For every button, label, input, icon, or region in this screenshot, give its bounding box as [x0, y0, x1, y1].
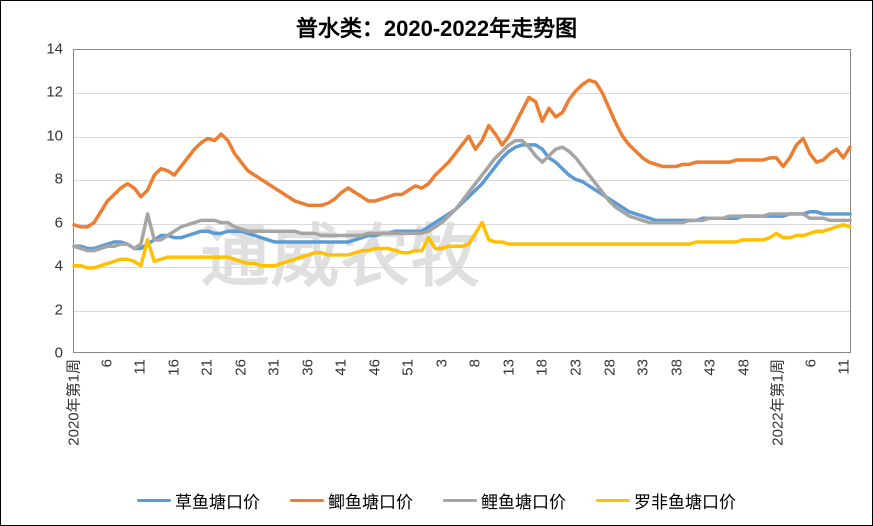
legend-label: 罗非鱼塘口价 — [634, 488, 736, 513]
legend-swatch — [137, 499, 171, 503]
legend-swatch — [596, 499, 630, 503]
xtick-label: 26 — [232, 359, 249, 376]
xtick-label: 28 — [601, 359, 618, 376]
xtick-label: 18 — [534, 359, 551, 376]
series-line — [74, 223, 850, 268]
xtick-label: 38 — [668, 359, 685, 376]
legend-label: 鲤鱼塘口价 — [481, 488, 566, 513]
chart-title: 普水类：2020-2022年走势图 — [1, 1, 872, 43]
ytick-label: 14 — [46, 41, 63, 58]
chart-container: 普水类：2020-2022年走势图 通威农牧 02468101214 2020年… — [0, 0, 873, 526]
legend-item: 罗非鱼塘口价 — [596, 488, 736, 513]
legend: 草鱼塘口价 鲫鱼塘口价 鲤鱼塘口价 罗非鱼塘口价 — [1, 488, 872, 513]
lines-svg — [74, 50, 850, 352]
xtick-label: 6 — [802, 359, 819, 367]
xtick-label: 21 — [199, 359, 216, 376]
legend-item: 鲫鱼塘口价 — [290, 488, 413, 513]
ytick-label: 8 — [55, 171, 63, 188]
xtick-label: 51 — [400, 359, 417, 376]
xtick-label: 16 — [869, 359, 873, 376]
legend-item: 鲤鱼塘口价 — [443, 488, 566, 513]
xtick-label: 31 — [266, 359, 283, 376]
ytick-label: 12 — [46, 84, 63, 101]
ytick-label: 6 — [55, 214, 63, 231]
xtick-label: 11 — [132, 359, 149, 375]
xtick-label: 11 — [836, 359, 853, 375]
ytick-label: 2 — [55, 301, 63, 318]
xtick-label: 46 — [366, 359, 383, 376]
xtick-label: 2020年第1周 — [63, 359, 84, 446]
legend-swatch — [443, 499, 477, 503]
xtick-label: 33 — [635, 359, 652, 376]
xtick-label: 23 — [568, 359, 585, 376]
xtick-label: 16 — [165, 359, 182, 376]
legend-item: 草鱼塘口价 — [137, 488, 260, 513]
xtick-label: 13 — [500, 359, 517, 376]
legend-swatch — [290, 499, 324, 503]
xtick-label: 2022年第1周 — [767, 359, 788, 446]
xtick-label: 3 — [433, 359, 450, 367]
xtick-label: 6 — [98, 359, 115, 367]
xtick-label: 36 — [299, 359, 316, 376]
plot-area — [73, 49, 851, 353]
xtick-label: 43 — [702, 359, 719, 376]
ytick-label: 10 — [46, 127, 63, 144]
ytick-label: 4 — [55, 258, 63, 275]
xtick-label: 8 — [467, 359, 484, 367]
xtick-label: 48 — [735, 359, 752, 376]
legend-label: 草鱼塘口价 — [175, 488, 260, 513]
xtick-label: 41 — [333, 359, 350, 376]
legend-label: 鲫鱼塘口价 — [328, 488, 413, 513]
